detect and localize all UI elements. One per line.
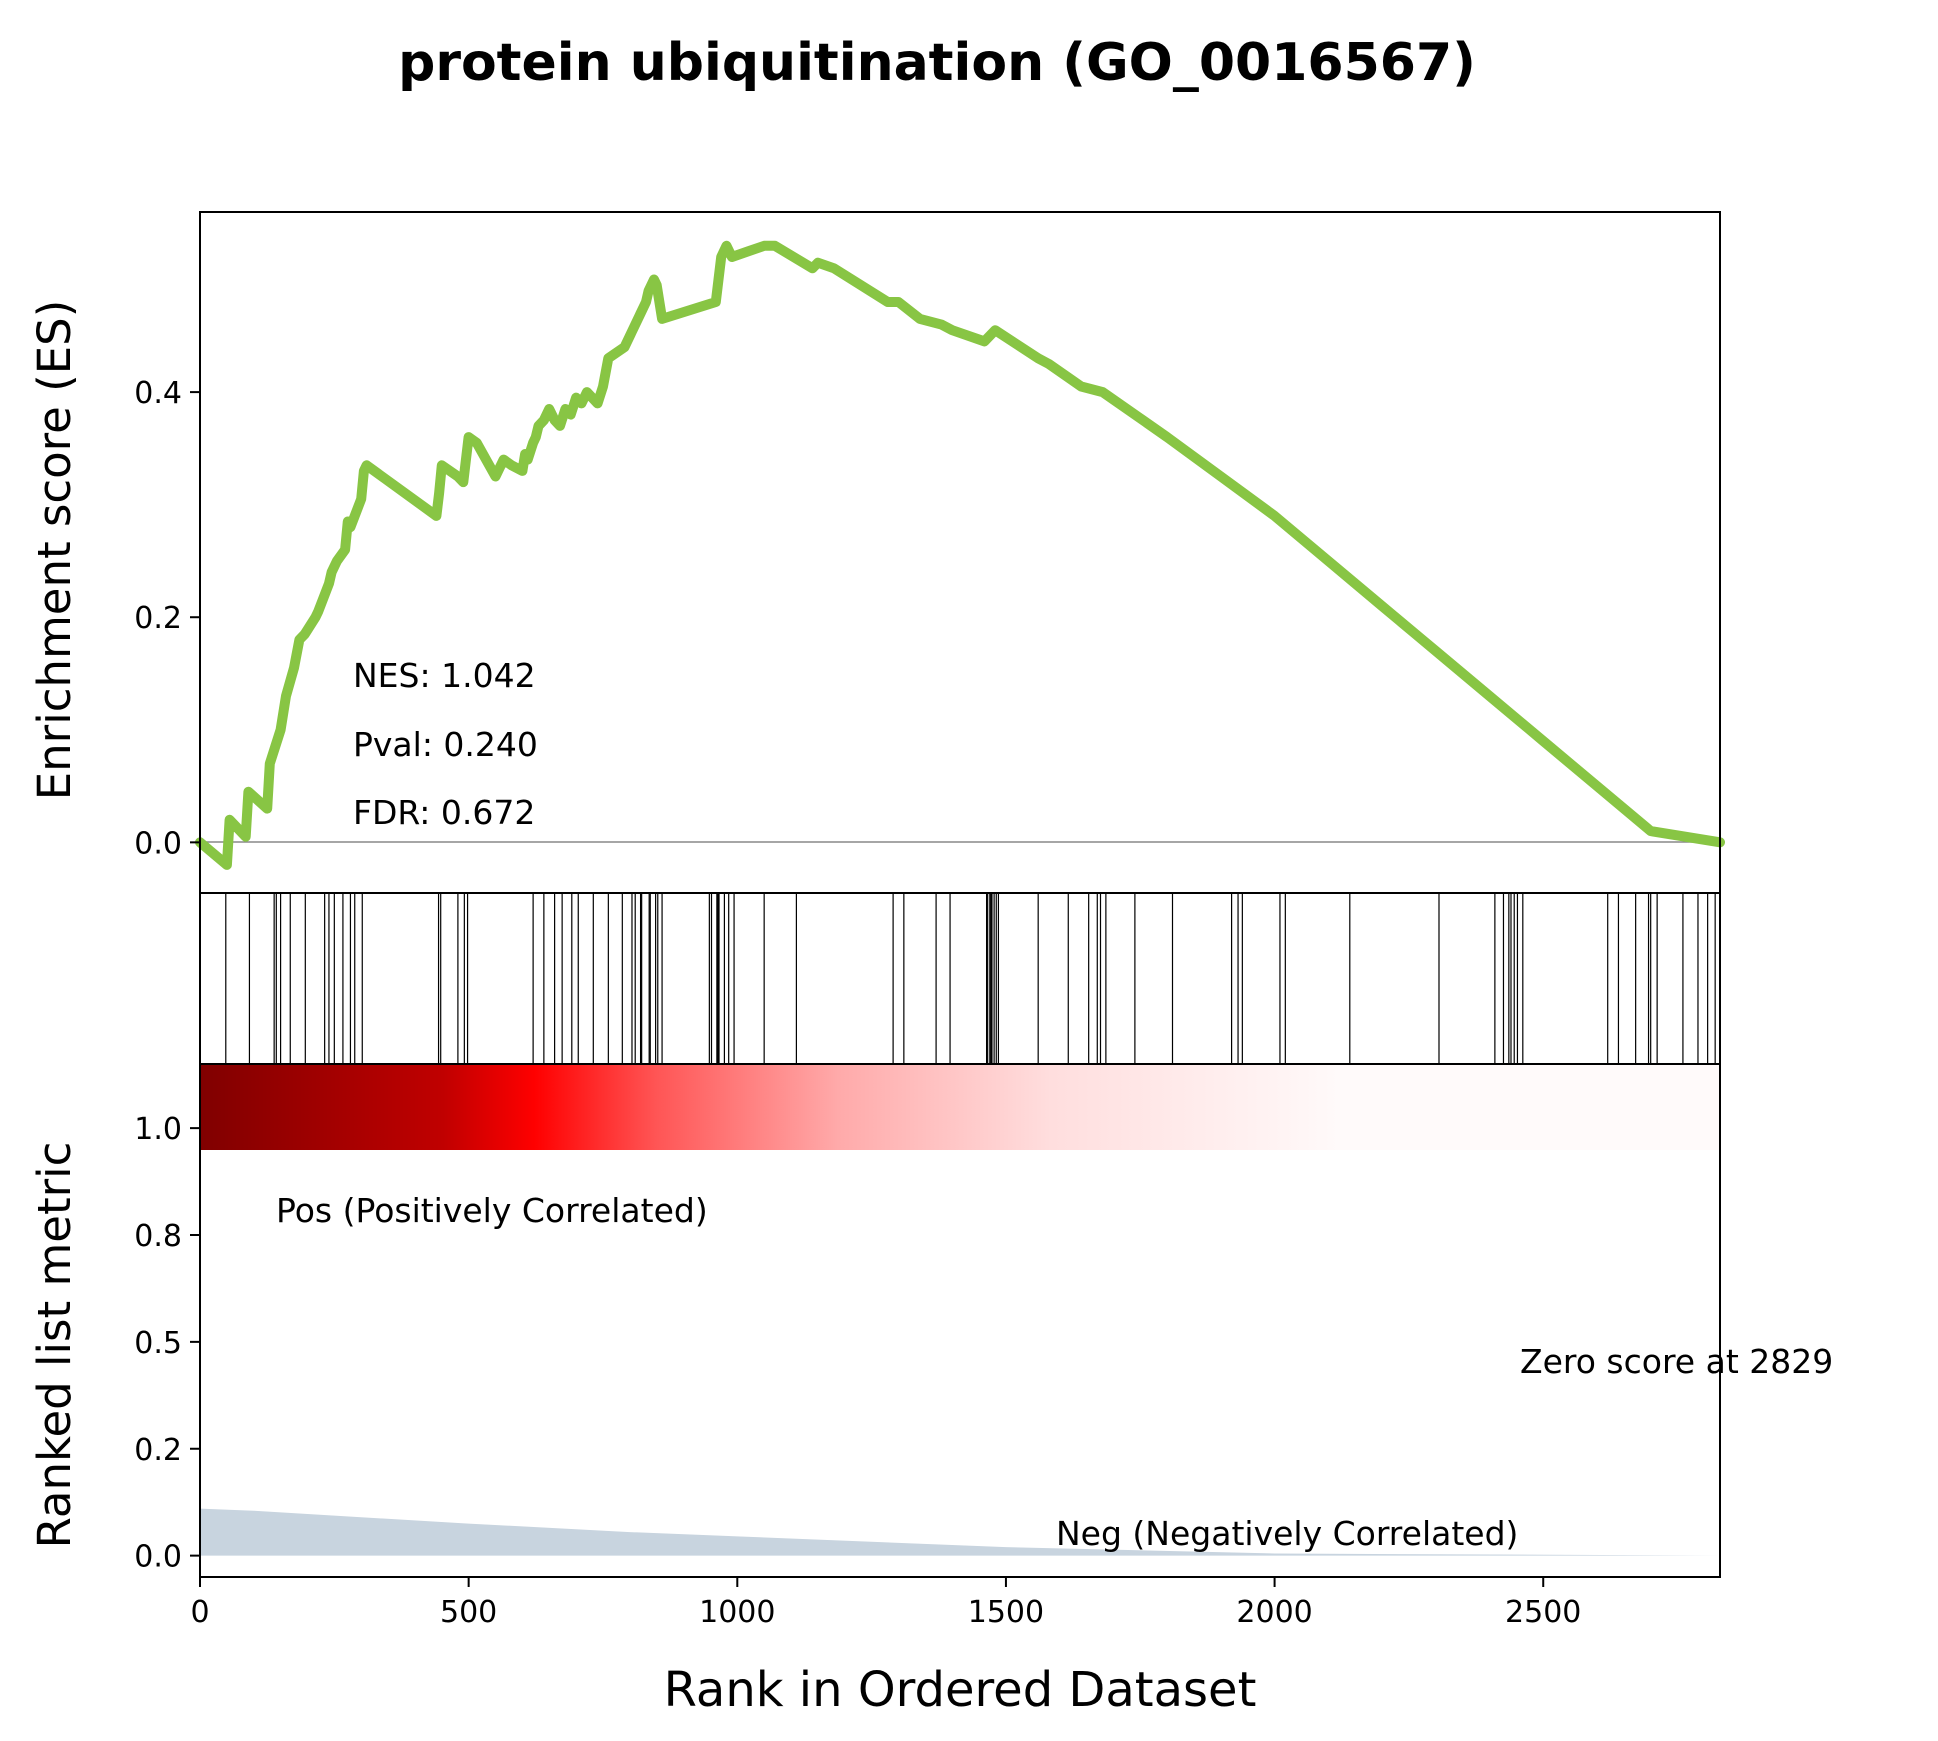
metric-ytick-label: 1.0 <box>134 1112 182 1147</box>
es-stat-fdr: FDR: 0.672 <box>353 793 535 832</box>
x-tick-label: 1000 <box>699 1595 775 1630</box>
metric-area <box>200 1508 1720 1556</box>
neg-label: Neg (Negatively Correlated) <box>1056 1514 1518 1553</box>
x-tick-label: 0 <box>190 1595 209 1630</box>
es-stat-nes: NES: 1.042 <box>353 656 536 695</box>
es-ytick-label: 0.0 <box>134 826 182 861</box>
x-axis: 0 500 1000 1500 2000 2500 Rank in Ordered Dat… <box>190 1577 1581 1718</box>
es-ytick-label: 0.4 <box>134 376 182 411</box>
x-tick-label: 2500 <box>1505 1595 1581 1630</box>
metric-ylabel: Ranked list metric <box>28 1142 81 1549</box>
chart-title: protein ubiquitination (GO_0016567) <box>398 33 1476 93</box>
x-tick-label: 500 <box>440 1595 497 1630</box>
zero-score-label: Zero score at 2829 <box>1520 1342 1833 1381</box>
es-panel-frame <box>199 211 1721 894</box>
metric-ytick-label: 0.0 <box>134 1540 182 1575</box>
x-tick-label: 1500 <box>968 1595 1044 1630</box>
metric-ytick-label: 0.2 <box>134 1433 182 1468</box>
metric-ytick-label: 0.5 <box>134 1326 182 1361</box>
pos-label: Pos (Positively Correlated) <box>276 1191 708 1230</box>
correlation-heatmap <box>200 1064 1720 1150</box>
es-ylabel: Enrichment score (ES) <box>28 300 81 801</box>
x-tick-label: 2000 <box>1236 1595 1312 1630</box>
es-panel: 0.0 0.2 0.4 NES: 1.042 Pval: 0.240 FDR: 0.… <box>28 211 1725 894</box>
metric-panel-frame <box>199 1063 1721 1578</box>
hits-panel-frame <box>199 892 1721 1065</box>
es-ytick-label: 0.2 <box>134 601 182 636</box>
metric-panel: 0.0 0.2 0.5 0.8 1.0 Pos (Positively Correlat… <box>28 1063 1833 1578</box>
metric-ytick-label: 0.8 <box>134 1219 182 1254</box>
hits-panel <box>199 892 1721 1065</box>
es-line <box>195 240 1725 870</box>
x-axis-label: Rank in Ordered Dataset <box>664 1662 1257 1718</box>
es-stat-pval: Pval: 0.240 <box>353 725 538 764</box>
